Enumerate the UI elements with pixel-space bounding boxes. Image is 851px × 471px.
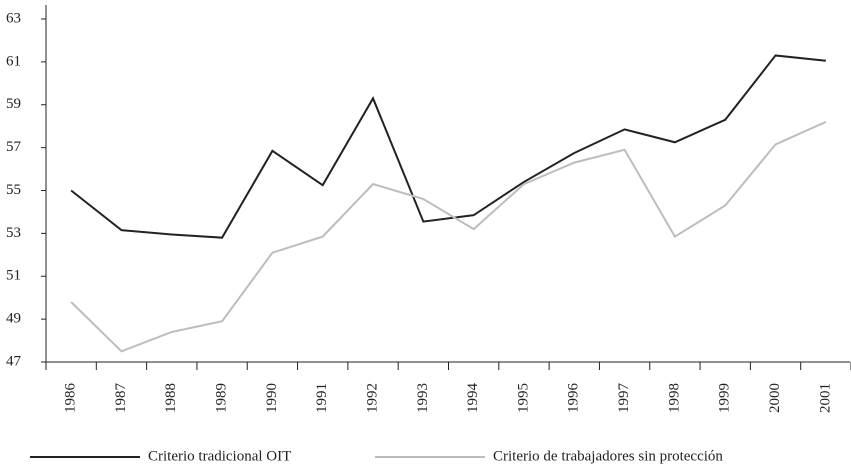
x-tick-label: 1998	[666, 383, 682, 413]
x-tick-label: 1991	[314, 383, 330, 413]
y-tick-label: 59	[6, 96, 21, 112]
x-tick-label: 1993	[415, 383, 431, 413]
x-tick-label: 1987	[113, 383, 129, 414]
y-tick-label: 57	[6, 139, 22, 155]
x-tick-label: 1994	[465, 383, 481, 414]
series-line	[70, 120, 827, 353]
legend-label: Criterio de trabajadores sin protección	[493, 448, 723, 464]
series-line	[70, 54, 826, 239]
y-tick-label: 55	[6, 182, 21, 198]
legend-label: Criterio tradicional OIT	[148, 448, 291, 464]
x-tick-label: 1990	[264, 383, 280, 413]
y-tick-label: 61	[6, 53, 21, 69]
y-tick-label: 53	[6, 225, 21, 241]
y-tick-label: 47	[6, 353, 22, 369]
x-tick-label: 1992	[364, 383, 380, 413]
x-tick-label: 1995	[515, 383, 531, 413]
x-tick-label: 1996	[566, 383, 582, 414]
x-tick-label: 1997	[616, 383, 632, 414]
x-tick-label: 1989	[214, 383, 230, 413]
x-tick-label: 2000	[767, 383, 783, 413]
x-tick-label: 1986	[63, 383, 79, 414]
x-tick-label: 1999	[717, 383, 733, 413]
y-tick-label: 51	[6, 268, 21, 284]
y-tick-label: 49	[6, 311, 21, 327]
x-tick-label: 2001	[817, 383, 833, 413]
x-tick-label: 1988	[163, 383, 179, 413]
y-tick-label: 63	[6, 10, 21, 26]
